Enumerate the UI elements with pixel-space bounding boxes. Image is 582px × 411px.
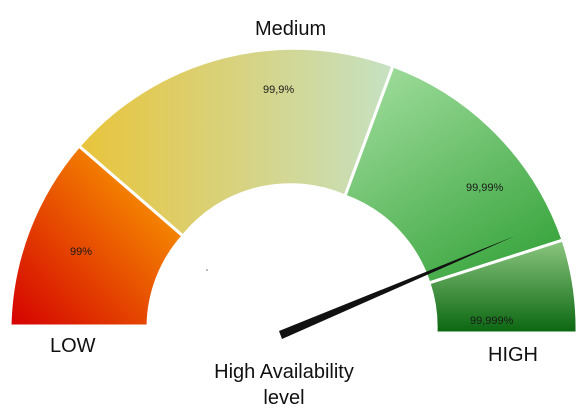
gauge-segment-dark-green: [427, 238, 579, 335]
gauge-segment-medium: [76, 46, 395, 239]
center-caption: High Availability level: [195, 359, 373, 411]
gauge-needle: [279, 236, 515, 339]
stray-dot: [206, 269, 208, 271]
segment-label-green: 99,99%: [466, 182, 504, 194]
center-caption-line1: High Availability: [214, 361, 354, 383]
gauge-segment-green: [343, 64, 565, 285]
segment-label-dark-green: 99,999%: [470, 315, 514, 327]
segment-label-medium: 99,9%: [263, 84, 294, 96]
label-high: HIGH: [488, 344, 538, 366]
label-medium: Medium: [255, 18, 327, 40]
segment-label-low: 99%: [70, 246, 92, 258]
center-caption-line2: level: [263, 387, 305, 409]
label-low: LOW: [50, 335, 96, 357]
